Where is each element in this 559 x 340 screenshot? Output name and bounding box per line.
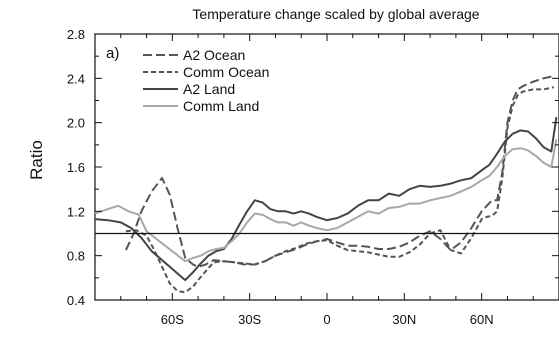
y-tick-label: 0.8 bbox=[67, 249, 85, 264]
x-tick-label: 30N bbox=[392, 312, 416, 327]
panel-label: a) bbox=[106, 45, 119, 62]
x-tick-label: 30S bbox=[238, 312, 261, 327]
series-line-2 bbox=[125, 86, 555, 294]
plot-frame bbox=[94, 33, 559, 301]
series-line-4 bbox=[94, 139, 558, 263]
x-tick-label: 60N bbox=[470, 312, 494, 327]
legend-label: A2 Land bbox=[183, 81, 235, 97]
axis-layer: 0.4 0.8 1.2 1.6 2.0 2.4 2.8 60S 30S 0 30N 60N bbox=[67, 27, 559, 327]
legend-label: A2 Ocean bbox=[183, 47, 245, 63]
series-line-1 bbox=[124, 75, 555, 268]
y-tick-label: 2.8 bbox=[67, 27, 85, 42]
y-tick-label: 1.6 bbox=[67, 160, 85, 175]
y-tick-label: 1.2 bbox=[67, 204, 85, 219]
x-tick-label: 0 bbox=[323, 312, 330, 327]
legend-label: Comm Land bbox=[183, 98, 259, 114]
legend-label: Comm Ocean bbox=[183, 64, 269, 80]
y-axis-label: Ratio bbox=[27, 140, 46, 180]
chart-title: Temperature change scaled by global aver… bbox=[192, 6, 479, 22]
x-tick-label: 60S bbox=[161, 312, 184, 327]
y-tick-label: 0.4 bbox=[67, 293, 85, 308]
series-layer bbox=[94, 75, 558, 294]
y-tick-label: 2.4 bbox=[67, 71, 85, 86]
y-tick-label: 2.0 bbox=[67, 116, 85, 131]
series-line-3 bbox=[94, 116, 558, 282]
